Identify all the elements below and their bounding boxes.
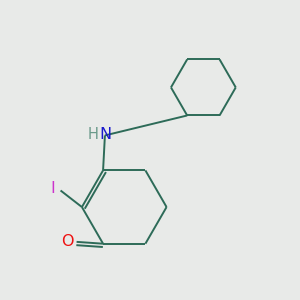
Text: H: H: [88, 127, 99, 142]
Text: I: I: [51, 181, 56, 196]
Text: O: O: [61, 234, 74, 249]
Text: N: N: [100, 127, 112, 142]
